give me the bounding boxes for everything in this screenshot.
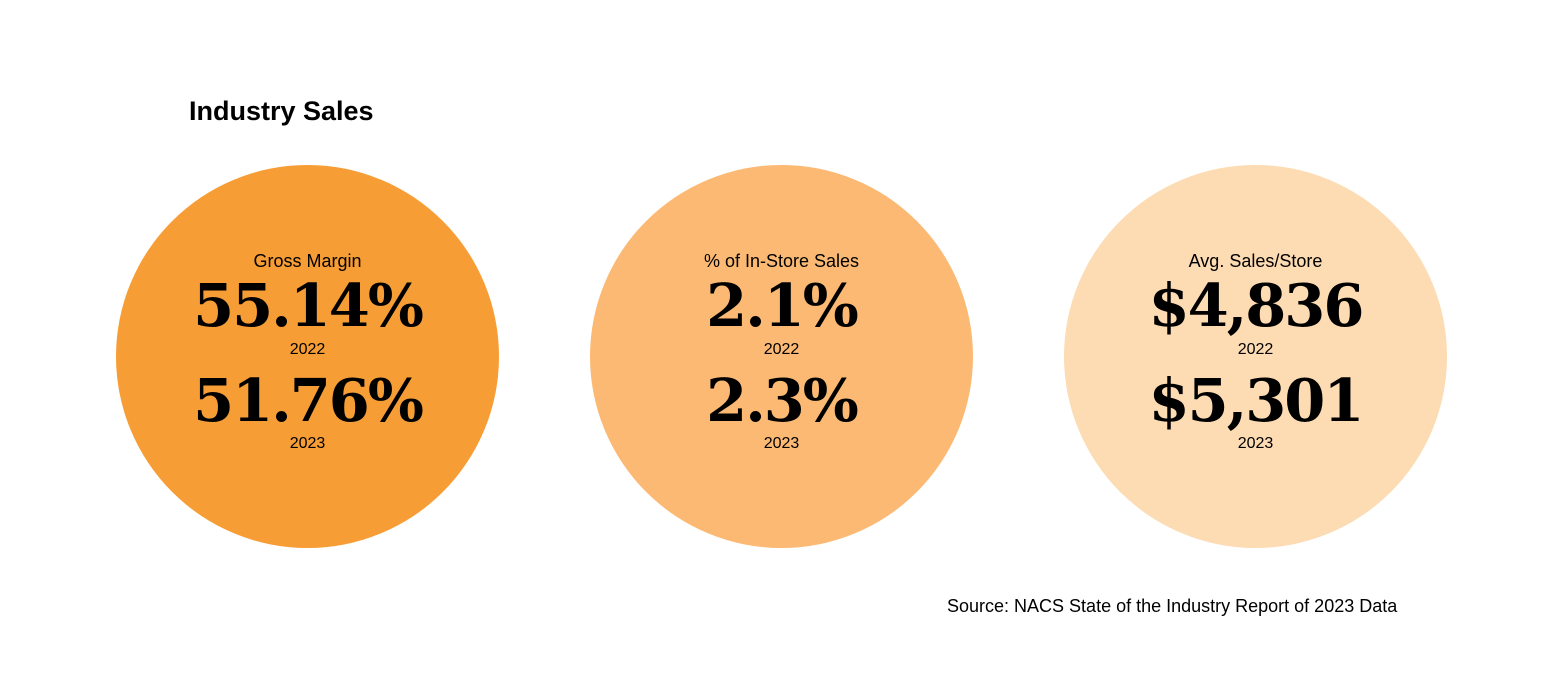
stat-year-2023: 2023	[289, 435, 326, 452]
stat-year-2022: 2022	[763, 341, 800, 358]
stat-label: Avg. Sales/Store	[1188, 251, 1323, 271]
stat-value-2023: 2.3%	[706, 366, 859, 435]
stat-label: Gross Margin	[253, 251, 362, 271]
gross-margin-circle: Gross Margin 55.14% 2022 51.76% 2023	[116, 165, 499, 548]
page-title: Industry Sales	[189, 96, 374, 126]
avg-sales-per-store-circle: Avg. Sales/Store $4,836 2022 $5,301 2023	[1064, 165, 1447, 548]
stat-label: % of In-Store Sales	[703, 251, 860, 271]
stat-year-2022: 2022	[1237, 341, 1274, 358]
stat-value-2022: 2.1%	[706, 271, 859, 340]
stat-year-2022: 2022	[289, 341, 326, 358]
in-store-sales-circle: % of In-Store Sales 2.1% 2022 2.3% 2023	[590, 165, 973, 548]
stat-value-2023: 51.76%	[193, 366, 424, 435]
stat-year-2023: 2023	[1237, 435, 1274, 452]
stat-year-2023: 2023	[763, 435, 800, 452]
stat-value-2023: $5,301	[1148, 366, 1365, 435]
stat-value-2022: 55.14%	[193, 271, 424, 340]
source-note: Source: NACS State of the Industry Repor…	[947, 596, 1398, 616]
stat-value-2022: $4,836	[1148, 271, 1365, 340]
